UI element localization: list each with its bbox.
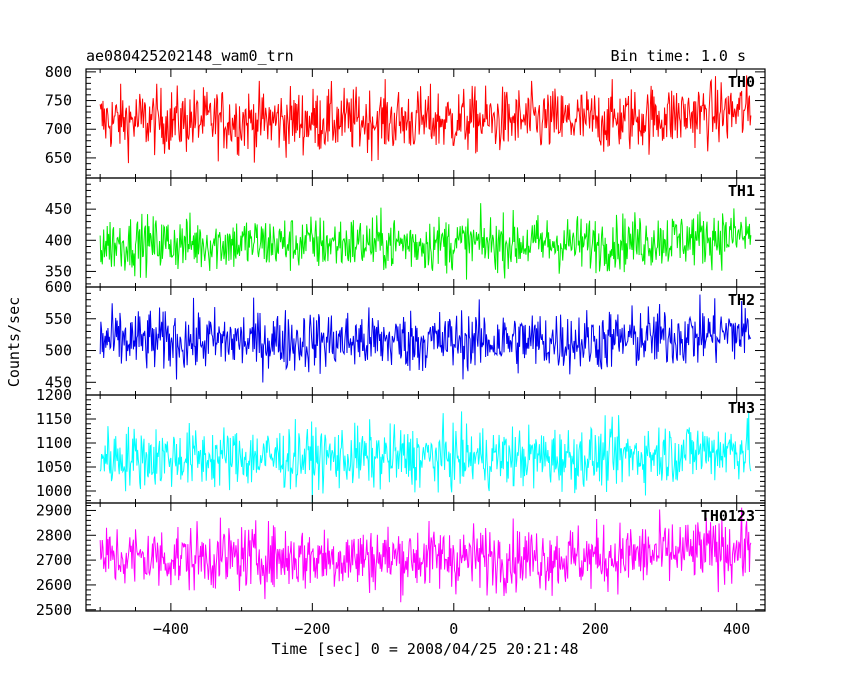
y-tick-label: 700 [45,120,72,138]
panel-label-th0: TH0 [728,73,755,91]
panel-label-th3: TH3 [728,399,755,417]
series-th2 [99,294,752,383]
panel-th0123: 2500 2600 2700 2800 2900 TH0123 [36,501,766,619]
y-tick-label: 1100 [36,434,72,452]
x-axis-label: Time [sec] 0 = 2008/04/25 20:21:48 [271,640,578,658]
y-tick-label: 600 [45,278,72,296]
series-th3 [99,411,752,503]
x-tick-label: 0 [449,620,458,638]
y-tick-label: 400 [45,231,72,249]
y-tick-label: 500 [45,342,72,360]
series-th0123 [99,507,752,603]
y-tick-label: 1150 [36,410,72,428]
panel-th2: 450 500 550 600 TH2 [45,278,766,396]
series-th1 [99,203,752,280]
panel-th1: 350 400 450 TH1 [45,177,766,288]
y-tick-label: 350 [45,262,72,280]
x-tick-label: −200 [294,620,330,638]
panels-group: 650 700 750 800 TH0 350 400 450 TH1 450 500 550 600 T… [36,63,766,619]
y-tick-label: 1000 [36,482,72,500]
y-tick-label: 450 [45,373,72,391]
y-tick-label: 650 [45,149,72,167]
x-tick-label: 200 [582,620,609,638]
y-tick-label: 1200 [36,386,72,404]
panel-frame [85,502,766,612]
x-tick-label: 400 [723,620,750,638]
y-tick-label: 2900 [36,501,72,519]
panel-th3: 1000 1050 1100 1150 1200 TH3 [36,386,766,504]
y-tick-label: 800 [45,63,72,81]
y-tick-label: 2800 [36,526,72,544]
panel-label-th0123: TH0123 [701,507,755,525]
y-tick-label: 550 [45,310,72,328]
y-tick-label: 2700 [36,551,72,569]
y-tick-label: 2600 [36,576,72,594]
y-tick-label: 750 [45,92,72,110]
x-tick-label: −400 [153,620,189,638]
panel-th0: 650 700 750 800 TH0 [45,63,766,179]
series-th0 [99,75,752,164]
bin-time-label: Bin time: 1.0 s [611,47,746,65]
panel-label-th1: TH1 [728,182,755,200]
y-axis-label: Counts/sec [5,297,23,387]
y-tick-label: 2500 [36,601,72,619]
y-tick-label: 450 [45,200,72,218]
x-axis: −400 −200 0 200 400 [153,620,750,638]
panel-label-th2: TH2 [728,291,755,309]
y-tick-label: 1050 [36,458,72,476]
plot-title: ae080425202148_wam0_trn [86,47,294,65]
